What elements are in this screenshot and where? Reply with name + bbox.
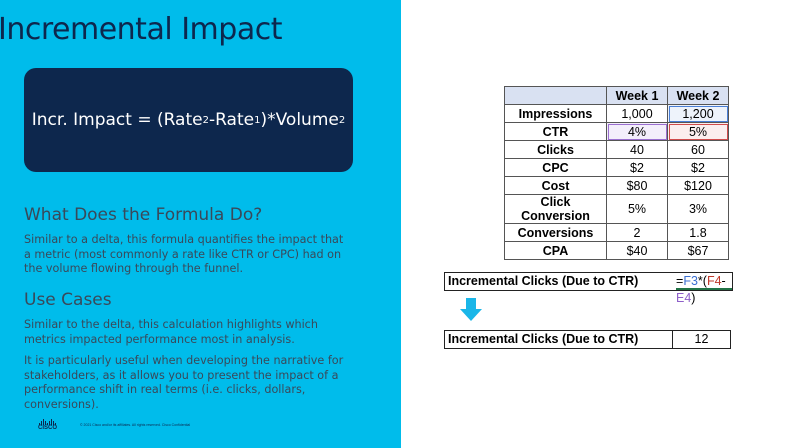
formula-eq: = — [676, 274, 684, 288]
cisco-logo-bars-icon — [38, 419, 57, 425]
cell-impressions-week1[interactable]: 1,000 — [606, 104, 668, 123]
section-heading-formula: What Does the Formula Do? — [24, 205, 263, 225]
formula-ref-f3: F3 — [683, 274, 698, 288]
formula-row-label[interactable]: Incremental Clicks (Due to CTR) — [448, 274, 639, 288]
section-body-formula: Similar to a delta, this formula quantif… — [24, 233, 344, 275]
cell-click-conversion-week2[interactable]: 3% — [667, 194, 729, 224]
left-panel: Incremental Impact Incr. Impact = (Rate 2… — [0, 0, 401, 448]
cell-cost-week2[interactable]: $120 — [667, 176, 729, 195]
formula-box: Incr. Impact = (Rate 2 -Rate 1)*Volume 2 — [24, 68, 353, 172]
row-label-clicks[interactable]: Clicks — [504, 140, 607, 159]
formula-sub-1: 1 — [254, 114, 261, 126]
formula-sub-volume: 2 — [338, 114, 346, 126]
cell-click-conversion-week1[interactable]: 5% — [606, 194, 668, 224]
formula-sub-2: 2 — [202, 114, 209, 126]
cell-impressions-week2[interactable]: 1,200 — [667, 104, 729, 123]
formula-op: *( — [697, 274, 707, 288]
table-row: Impressions 1,000 1,200 — [504, 104, 729, 123]
result-row: Incremental Clicks (Due to CTR) 12 — [444, 330, 731, 349]
section-heading-use-cases: Use Cases — [24, 290, 112, 310]
cell-conversions-week2[interactable]: 1.8 — [667, 223, 729, 242]
cell-cpc-week2[interactable]: $2 — [667, 158, 729, 177]
formula-row: Incremental Clicks (Due to CTR) =F3*(F4-… — [444, 272, 733, 305]
row-label-cpa[interactable]: CPA — [504, 241, 607, 260]
row-label-ctr[interactable]: CTR — [504, 122, 607, 141]
cell-cost-week1[interactable]: $80 — [606, 176, 668, 195]
row-label-cpc[interactable]: CPC — [504, 158, 607, 177]
table-row: Click Conversion 5% 3% — [504, 194, 729, 224]
row-label-conversions[interactable]: Conversions — [504, 223, 607, 242]
formula-close: ) — [691, 291, 696, 305]
table-row: Cost $80 $120 — [504, 176, 729, 195]
header-cell-week1[interactable]: Week 1 — [606, 86, 668, 105]
cisco-logo-text: CISCO — [38, 425, 58, 431]
use-cases-body-2: It is particularly useful when developin… — [24, 354, 344, 411]
row-label-cost[interactable]: Cost — [504, 176, 607, 195]
table-row: CPC $2 $2 — [504, 158, 729, 177]
table-row: Conversions 2 1.8 — [504, 223, 729, 242]
cell-conversions-week1[interactable]: 2 — [606, 223, 668, 242]
cisco-logo: CISCO — [38, 419, 57, 432]
formula-ref-f4: F4 — [706, 274, 722, 288]
header-cell-blank[interactable] — [504, 86, 607, 105]
formula-mid: -Rate — [208, 110, 255, 130]
formula-ref-e4: E4 — [676, 291, 692, 305]
table-row: CPA $40 $67 — [504, 241, 729, 260]
formula-minus: - — [721, 274, 726, 288]
cell-clicks-week1[interactable]: 40 — [606, 140, 668, 159]
cell-ctr-week1[interactable]: 4% — [606, 122, 668, 141]
row-label-click-conversion[interactable]: Click Conversion — [504, 194, 607, 224]
cell-cpc-week1[interactable]: $2 — [606, 158, 668, 177]
formula-cell-editing[interactable]: =F3*(F4- E4) — [676, 273, 732, 305]
result-value-cell[interactable]: 12 — [672, 331, 730, 348]
footer-copyright: © 2021 Cisco and/or its affiliates. All … — [80, 423, 191, 427]
header-cell-week2[interactable]: Week 2 — [667, 86, 729, 105]
cell-clicks-week2[interactable]: 60 — [667, 140, 729, 159]
table-row: Clicks 40 60 — [504, 140, 729, 159]
cell-ctr-week2[interactable]: 5% — [667, 122, 729, 141]
formula-prefix: Incr. Impact = (Rate — [31, 110, 203, 130]
table-header-row: Week 1 Week 2 — [504, 86, 729, 105]
cell-cpa-week1[interactable]: $40 — [606, 241, 668, 260]
use-cases-body-1: Similar to the delta, this calculation h… — [24, 318, 318, 346]
cell-cpa-week2[interactable]: $67 — [667, 241, 729, 260]
metrics-table: Week 1 Week 2 Impressions 1,000 1,200 CT… — [504, 86, 729, 260]
formula-suffix: )*Volume — [260, 110, 339, 130]
row-label-impressions[interactable]: Impressions — [504, 104, 607, 123]
slide-title: Incremental Impact — [0, 12, 282, 47]
result-row-label[interactable]: Incremental Clicks (Due to CTR) — [448, 332, 639, 346]
table-row: CTR 4% 5% — [504, 122, 729, 141]
